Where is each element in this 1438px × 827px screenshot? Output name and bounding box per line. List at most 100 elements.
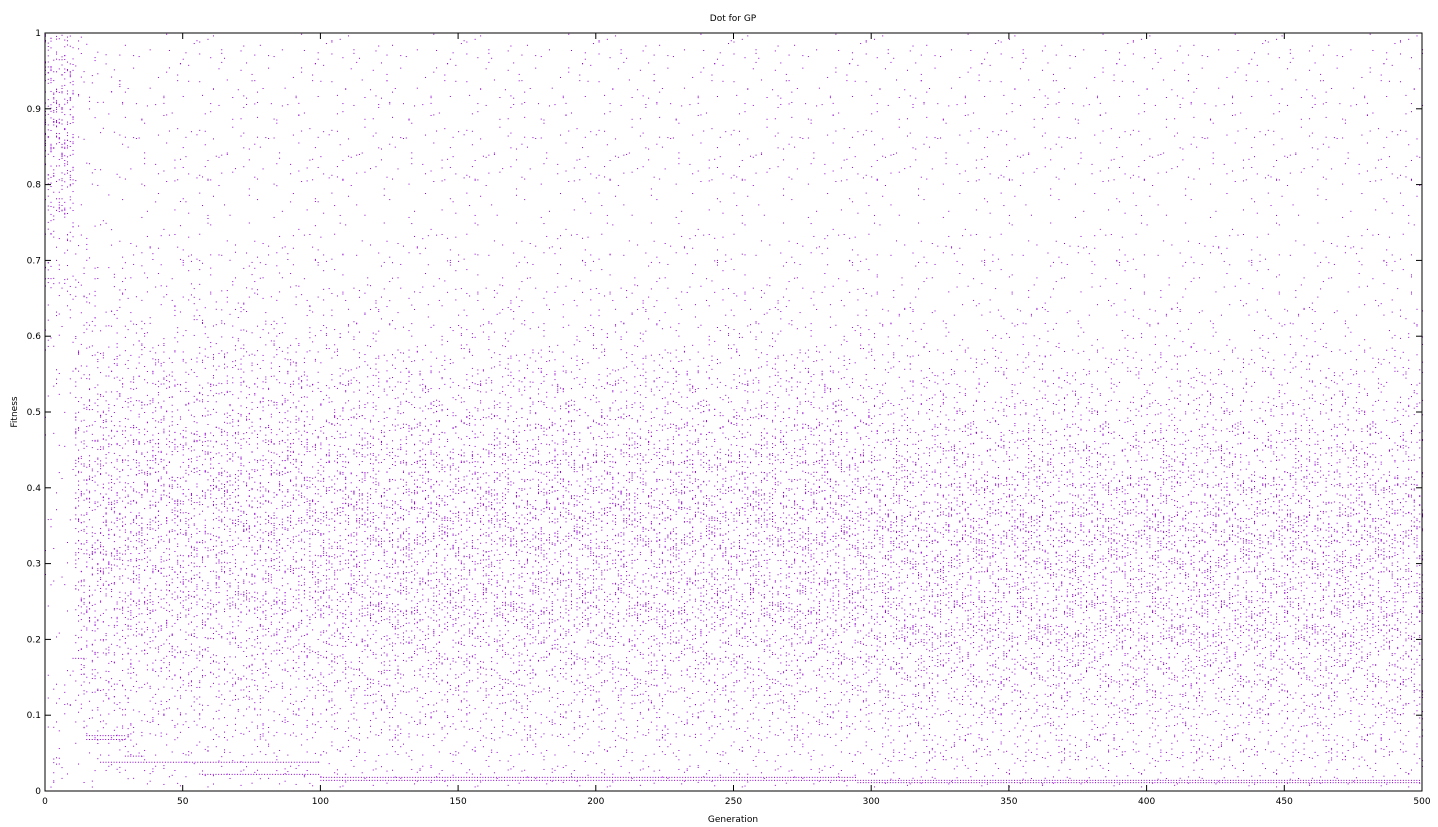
data-point	[205, 675, 206, 676]
data-point	[75, 588, 76, 589]
data-point	[78, 605, 79, 606]
data-point	[301, 611, 302, 612]
data-point	[174, 386, 175, 387]
data-point	[141, 528, 142, 529]
data-point	[89, 378, 90, 379]
data-point	[318, 532, 319, 533]
data-point	[128, 298, 129, 299]
data-point	[86, 733, 87, 734]
data-point	[304, 646, 305, 647]
data-point	[144, 123, 145, 124]
data-point	[304, 421, 305, 422]
data-point	[315, 617, 316, 618]
data-point	[285, 669, 286, 670]
data-point	[97, 690, 98, 691]
data-point	[169, 496, 170, 497]
data-point	[304, 775, 305, 776]
data-point	[59, 269, 60, 270]
data-point	[301, 441, 302, 442]
data-point	[81, 312, 82, 313]
data-point	[67, 69, 68, 70]
data-point	[56, 757, 57, 758]
data-point	[213, 326, 214, 327]
data-point	[103, 516, 104, 517]
data-point	[210, 608, 211, 609]
data-point	[51, 287, 52, 288]
data-point	[238, 509, 239, 510]
data-point	[59, 92, 60, 93]
data-point	[221, 519, 222, 520]
data-point	[163, 401, 164, 402]
data-point	[230, 452, 231, 453]
data-point	[155, 547, 156, 548]
data-point	[139, 56, 140, 57]
data-point	[81, 77, 82, 78]
data-point	[285, 527, 286, 528]
data-point	[78, 472, 79, 473]
data-point	[252, 477, 253, 478]
data-point	[202, 677, 203, 678]
data-point	[111, 509, 112, 510]
data-point	[279, 429, 280, 430]
data-point	[243, 530, 244, 531]
data-point	[249, 419, 250, 420]
data-point	[119, 592, 120, 593]
data-point	[276, 653, 277, 654]
data-point	[48, 698, 49, 699]
data-point	[265, 435, 266, 436]
data-point	[59, 282, 60, 283]
data-point	[158, 447, 159, 448]
data-point	[128, 368, 129, 369]
data-point	[271, 541, 272, 542]
data-point	[188, 213, 189, 214]
data-point	[114, 535, 115, 536]
data-point	[136, 491, 137, 492]
data-point	[318, 680, 319, 681]
data-point	[136, 388, 137, 389]
data-point	[290, 571, 291, 572]
data-point	[114, 500, 115, 501]
data-point	[287, 352, 288, 353]
data-point	[111, 391, 112, 392]
data-point	[301, 181, 302, 182]
data-point	[238, 519, 239, 520]
data-point	[56, 764, 57, 765]
data-point	[108, 650, 109, 651]
data-point	[136, 246, 137, 247]
data-point	[119, 396, 120, 397]
data-point	[194, 468, 195, 469]
data-point	[196, 440, 197, 441]
data-point	[64, 40, 65, 41]
data-point	[136, 502, 137, 503]
data-point	[95, 675, 96, 676]
data-point	[318, 52, 319, 53]
data-point	[169, 446, 170, 447]
data-point	[296, 285, 297, 286]
data-point	[232, 686, 233, 687]
data-point	[161, 497, 162, 498]
data-point	[296, 524, 297, 525]
data-point	[293, 511, 294, 512]
data-point	[128, 648, 129, 649]
data-point	[75, 475, 76, 476]
data-point	[75, 642, 76, 643]
data-point	[290, 522, 291, 523]
data-point	[326, 385, 327, 386]
data-point	[290, 675, 291, 676]
data-point	[243, 309, 244, 310]
data-point	[188, 635, 189, 636]
data-point	[265, 617, 266, 618]
data-point	[128, 669, 129, 670]
data-point	[194, 472, 195, 473]
data-point	[202, 656, 203, 657]
data-point	[274, 635, 275, 636]
data-point	[89, 389, 90, 390]
data-point	[108, 625, 109, 626]
data-point	[249, 223, 250, 224]
data-point	[298, 494, 299, 495]
data-point	[196, 486, 197, 487]
data-point	[150, 246, 151, 247]
data-point	[177, 503, 178, 504]
data-point	[285, 323, 286, 324]
data-point	[81, 494, 82, 495]
